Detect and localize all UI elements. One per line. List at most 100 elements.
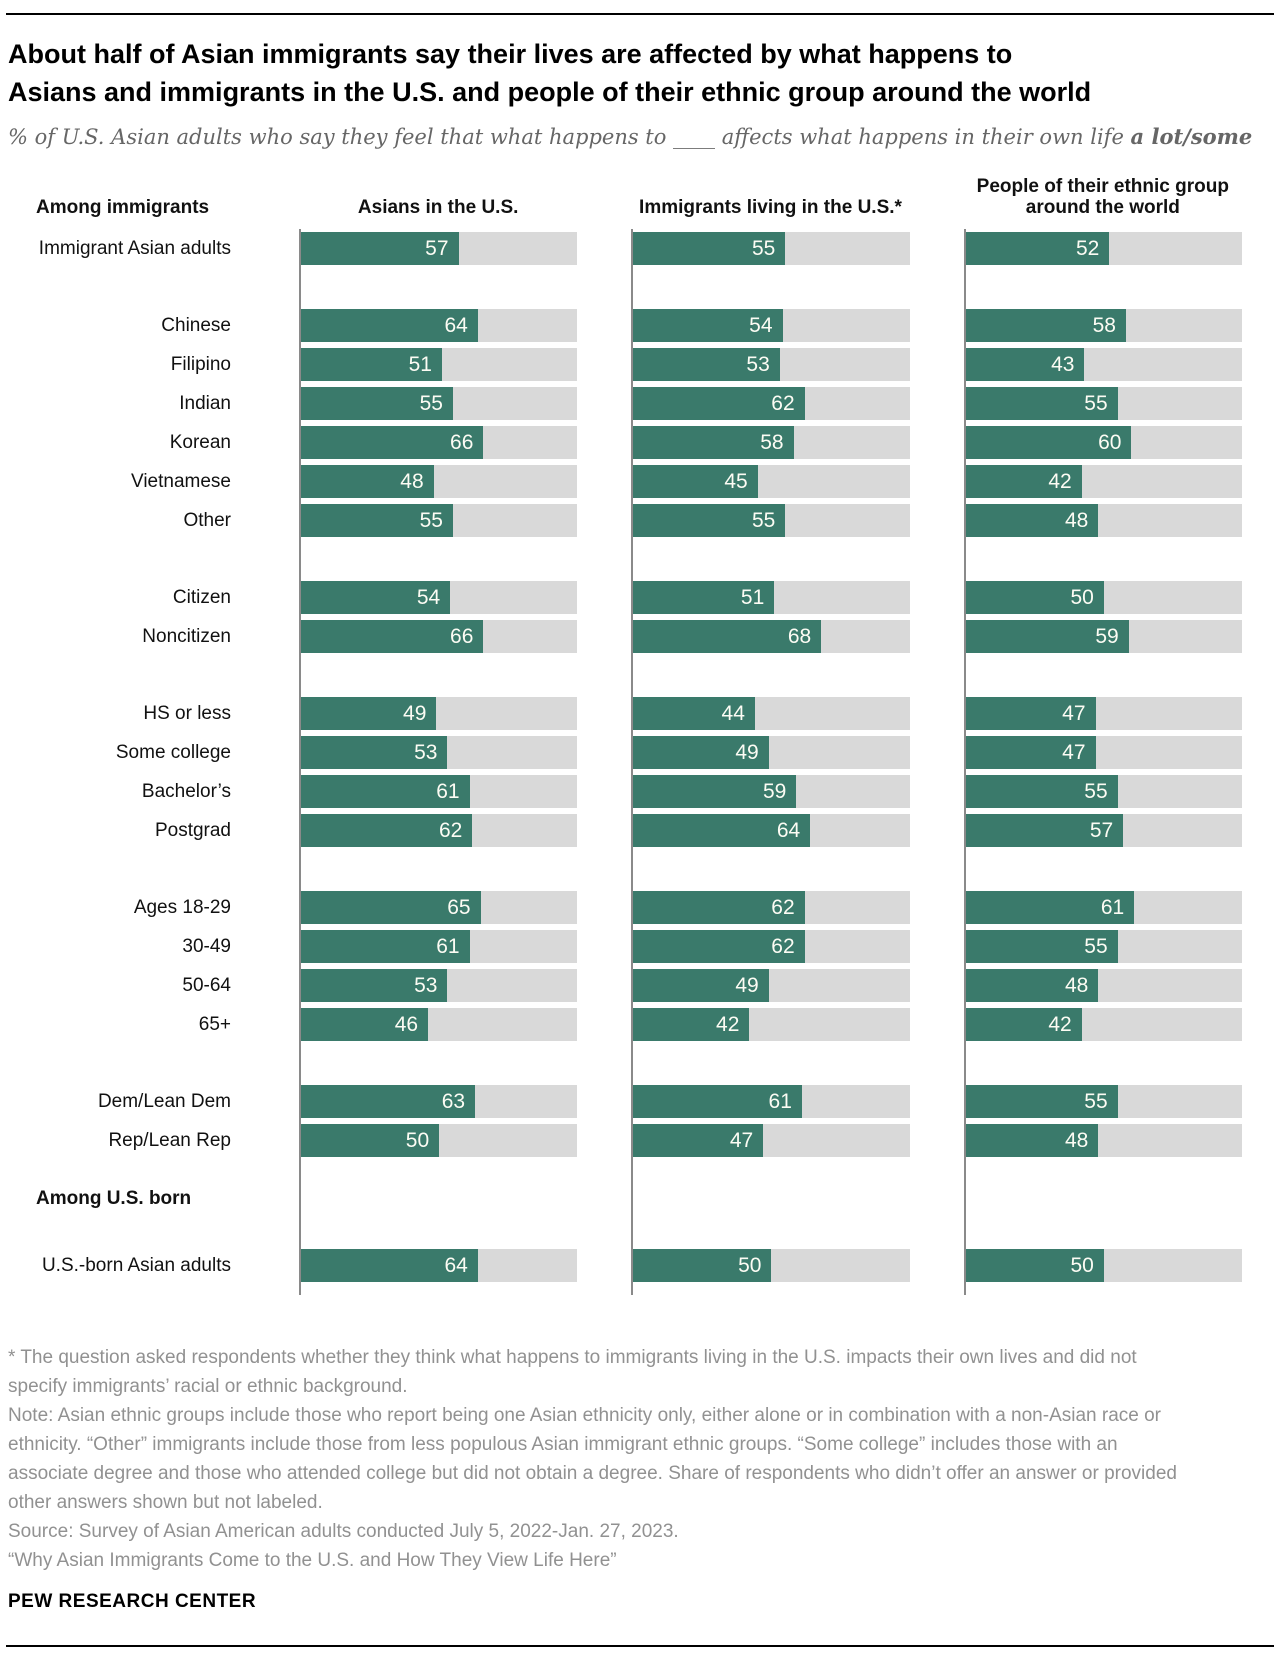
bar-track: 59 (965, 620, 1242, 653)
chart-subtitle-emphasis: a lot/some (1130, 124, 1253, 149)
bar-track: 42 (965, 1008, 1242, 1041)
bar-track: 55 (965, 387, 1242, 420)
bar-track: 49 (633, 736, 910, 769)
column-header-text: Asians in the U.S. (357, 197, 519, 218)
axis-spacer (963, 1178, 1242, 1220)
bar-track: 66 (301, 426, 578, 459)
footnote-line: * The question asked respondents whether… (8, 1347, 1137, 1368)
row-label-text: Some college (115, 742, 231, 763)
bar-cell: 60 (963, 423, 1242, 462)
footnote-line: Source: Survey of Asian American adults … (8, 1521, 679, 1542)
bar-fill: 46 (301, 1008, 429, 1041)
bar-cell: 55 (631, 229, 910, 268)
bar-cell: 47 (963, 733, 1242, 772)
bar-track: 46 (301, 1008, 578, 1041)
bar-fill: 57 (301, 232, 459, 265)
bar-value: 54 (749, 313, 773, 337)
bar-track: 55 (965, 775, 1242, 808)
bar-track: 62 (633, 930, 910, 963)
bar-cell: 66 (299, 423, 578, 462)
bar-track: 53 (633, 348, 910, 381)
axis-spacer (631, 1220, 909, 1246)
axis-spacer (631, 268, 909, 306)
axis-spacer (299, 1178, 577, 1220)
bar-fill: 55 (633, 232, 786, 265)
bar-value: 59 (1095, 624, 1119, 648)
axis-spacer (631, 1178, 909, 1220)
bar-value: 43 (1051, 352, 1075, 376)
bar-track: 55 (633, 232, 910, 265)
bar-track: 65 (301, 891, 578, 924)
row-label-text: Citizen (172, 587, 231, 608)
bar-value: 44 (721, 701, 745, 725)
bar-track: 55 (301, 504, 578, 537)
bar-cell: 52 (963, 229, 1242, 268)
bar-cell: 65 (299, 888, 578, 927)
bar-fill: 61 (301, 775, 470, 808)
bar-cell: 43 (963, 345, 1242, 384)
bar-track: 58 (633, 426, 910, 459)
bottom-divider (6, 1645, 1274, 1647)
axis-spacer (963, 1044, 1242, 1082)
spacer (8, 268, 245, 306)
bar-cell: 58 (631, 423, 910, 462)
bar-track: 43 (965, 348, 1242, 381)
bar-cell: 66 (299, 617, 578, 656)
bar-fill: 61 (633, 1085, 802, 1118)
bar-fill: 60 (965, 426, 1132, 459)
bar-track: 64 (301, 1249, 578, 1282)
section-label-us-born: Among U.S. born (36, 1188, 192, 1209)
bar-track: 47 (965, 697, 1242, 730)
bar-value: 55 (751, 236, 776, 260)
axis-spacer (299, 1160, 577, 1178)
bar-value: 47 (729, 1128, 754, 1152)
footnote-line: specify immigrants’ racial or ethnic bac… (8, 1376, 408, 1397)
bar-fill: 63 (301, 1085, 476, 1118)
bar-fill: 62 (633, 930, 805, 963)
axis-spacer (631, 1285, 909, 1295)
footnote-line: “Why Asian Immigrants Come to the U.S. a… (8, 1550, 617, 1571)
bar-fill: 55 (965, 775, 1118, 808)
bar-fill: 55 (965, 930, 1118, 963)
bar-cell: 57 (299, 229, 578, 268)
row-label: U.S.-born Asian adults (8, 1246, 245, 1285)
bar-fill: 55 (633, 504, 786, 537)
bar-fill: 48 (965, 969, 1099, 1002)
chart-subtitle-text: % of U.S. Asian adults who say they feel… (8, 125, 1131, 149)
row-label: 30-49 (8, 927, 245, 966)
bar-track: 47 (633, 1124, 910, 1157)
bar-cell: 55 (631, 501, 910, 540)
bar-cell: 55 (299, 501, 578, 540)
bar-track: 61 (965, 891, 1242, 924)
bar-cell: 61 (631, 1082, 910, 1121)
bar-value: 55 (1084, 1089, 1108, 1113)
bar-cell: 64 (299, 1246, 578, 1285)
bar-cell: 48 (299, 462, 578, 501)
bar-cell: 55 (963, 927, 1242, 966)
bar-cell: 46 (299, 1005, 578, 1044)
bar-track: 47 (965, 736, 1242, 769)
bar-value: 68 (787, 624, 812, 648)
bar-track: 51 (633, 581, 910, 614)
bar-value: 55 (751, 508, 776, 532)
bar-cell: 42 (631, 1005, 910, 1044)
bar-track: 53 (301, 969, 578, 1002)
spacer (8, 540, 245, 578)
spacer (8, 1160, 245, 1178)
bar-cell: 61 (299, 927, 578, 966)
bar-cell: 55 (963, 772, 1242, 811)
bar-value: 64 (444, 313, 468, 337)
bar-track: 63 (301, 1085, 578, 1118)
spacer (8, 850, 245, 888)
bar-cell: 58 (963, 306, 1242, 345)
axis-spacer (299, 1044, 577, 1082)
row-label-text: Noncitizen (142, 626, 231, 647)
bar-fill: 48 (965, 504, 1099, 537)
bar-track: 62 (633, 891, 910, 924)
bar-track: 49 (301, 697, 578, 730)
row-label: Korean (8, 423, 245, 462)
column-header-2: Immigrants living in the U.S.* (631, 163, 909, 229)
bar-fill: 66 (301, 426, 484, 459)
bar-fill: 43 (965, 348, 1085, 381)
axis-spacer (299, 1220, 577, 1246)
